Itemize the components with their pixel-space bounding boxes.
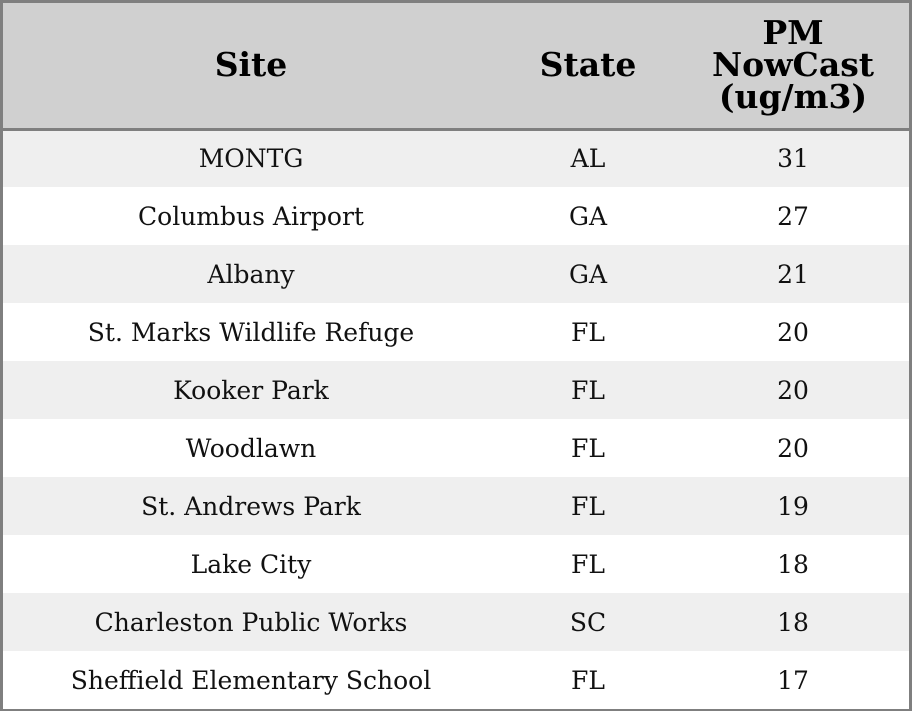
state-cell: SC: [569, 607, 607, 637]
state-cell: AL: [570, 144, 606, 174]
state-cell: FL: [571, 491, 605, 521]
pm-value-cell: 27: [777, 201, 809, 231]
pm-value-cell: 31: [777, 144, 809, 174]
pm-value-cell: 20: [777, 433, 809, 463]
state-cell: GA: [568, 259, 608, 289]
header-pm-nowcast: PM NowCast (ug/m3): [677, 3, 909, 131]
pm-nowcast-table: Site State PM NowCast (ug/m3) MONTG AL 31 C…: [3, 3, 909, 709]
site-cell: Kooker Park: [173, 375, 329, 405]
site-cell: Albany: [207, 259, 295, 289]
pm-value-cell: 20: [777, 375, 809, 405]
pm-value-cell: 18: [777, 607, 809, 637]
table-body: MONTG AL 31 Columbus Airport GA 27 Albany GA 21 S…: [3, 129, 909, 709]
state-cell: FL: [571, 317, 605, 347]
site-cell: Sheffield Elementary School: [70, 665, 432, 695]
pm-value-cell: 17: [777, 665, 809, 695]
site-cell: St. Andrews Park: [141, 491, 361, 521]
state-cell: FL: [571, 549, 605, 579]
site-cell: Columbus Airport: [138, 201, 364, 231]
table-header: Site State PM NowCast (ug/m3): [3, 3, 909, 131]
table-row: MONTG AL 31: [3, 129, 909, 187]
state-cell: FL: [571, 375, 605, 405]
pm-value-cell: 18: [777, 549, 809, 579]
site-cell: Lake City: [190, 549, 312, 579]
table-row: Sheffield Elementary School FL 17: [3, 651, 909, 709]
state-cell: FL: [571, 665, 605, 695]
table-row: Lake City FL 18: [3, 535, 909, 593]
site-cell: Woodlawn: [185, 433, 317, 463]
state-cell: FL: [571, 433, 605, 463]
pm-value-cell: 19: [777, 491, 809, 521]
site-cell: MONTG: [198, 144, 304, 174]
pm-value-cell: 20: [777, 317, 809, 347]
table-row: Kooker Park FL 20: [3, 361, 909, 419]
header-row: Site State PM NowCast (ug/m3): [3, 3, 909, 131]
site-cell: St. Marks Wildlife Refuge: [87, 317, 415, 347]
pm-value-cell: 21: [777, 259, 809, 289]
header-pm-line-1: PM: [762, 13, 824, 53]
table-row: Albany GA 21: [3, 245, 909, 303]
table-row: St. Marks Wildlife Refuge FL 20: [3, 303, 909, 361]
table-row: St. Andrews Park FL 19: [3, 477, 909, 535]
table-row: Charleston Public Works SC 18: [3, 593, 909, 651]
header-pm-line-2: NowCast: [711, 45, 875, 85]
header-state: State: [499, 3, 677, 131]
site-cell: Charleston Public Works: [94, 607, 408, 637]
table-row: Columbus Airport GA 27: [3, 187, 909, 245]
header-state-label: State: [539, 45, 637, 85]
header-site-label: Site: [214, 45, 288, 85]
header-site: Site: [3, 3, 499, 131]
state-cell: GA: [568, 201, 608, 231]
header-pm-line-3: (ug/m3): [718, 77, 868, 117]
table-row: Woodlawn FL 20: [3, 419, 909, 477]
